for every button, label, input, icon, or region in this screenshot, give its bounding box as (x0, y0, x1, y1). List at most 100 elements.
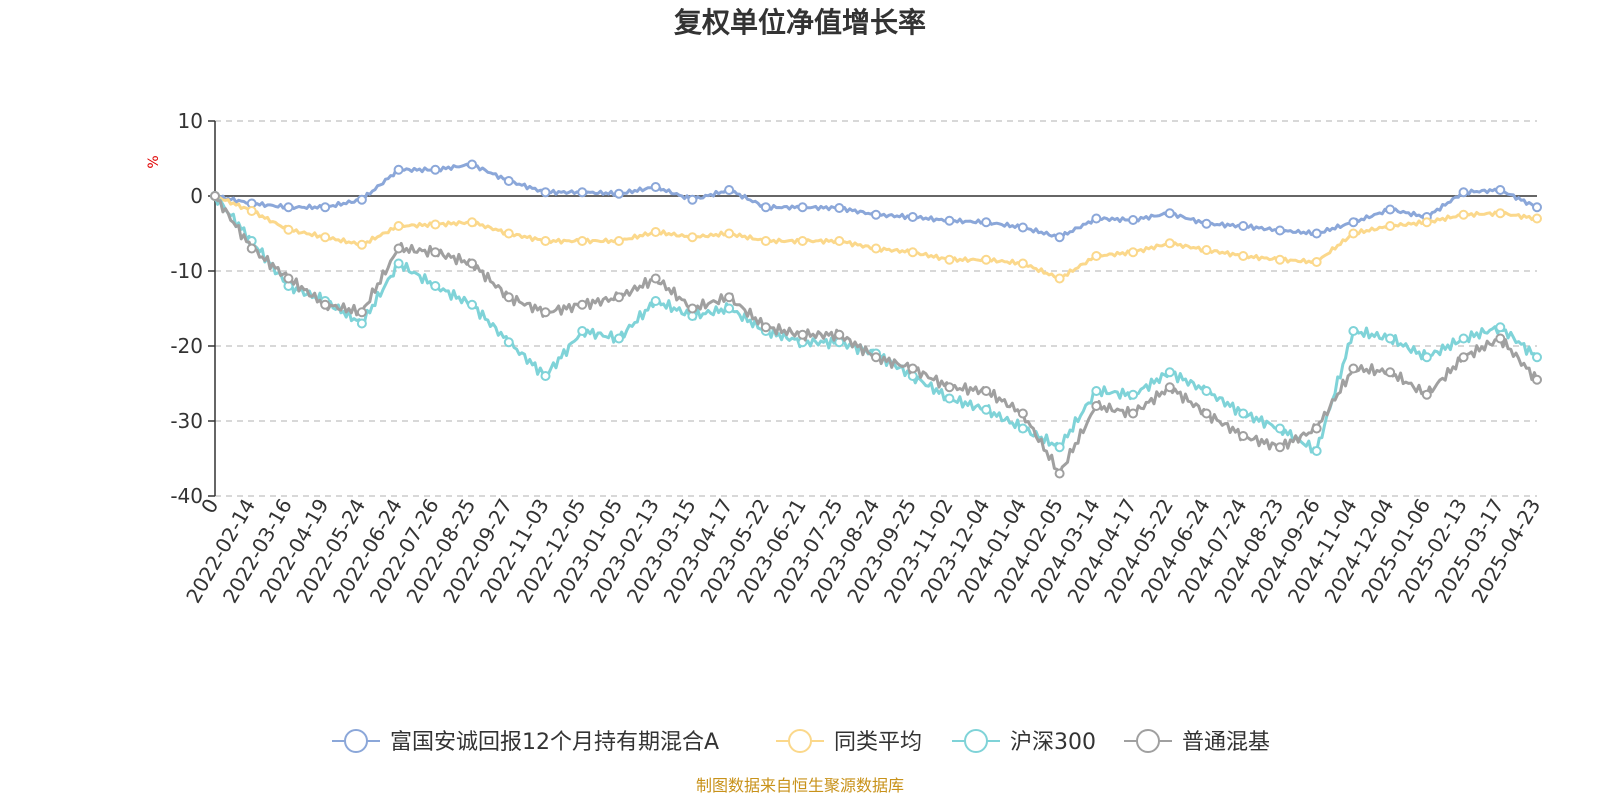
data-point (650, 227, 661, 237)
data-point (467, 299, 478, 310)
data-point (246, 206, 257, 216)
series-line (214, 194, 1538, 280)
data-point (1274, 423, 1285, 434)
data-point (613, 333, 624, 344)
data-point (871, 209, 881, 220)
data-point (760, 202, 771, 213)
data-point (687, 303, 698, 314)
data-point (393, 164, 404, 175)
legend-item[interactable]: 同类平均 (776, 729, 922, 755)
data-point (356, 239, 367, 250)
series-line (213, 195, 1539, 454)
data-point (210, 191, 220, 201)
legend-item[interactable]: 普通混基 (1124, 729, 1270, 755)
data-point (1091, 251, 1102, 261)
data-point (1495, 185, 1506, 195)
data-point (760, 322, 771, 333)
data-point (1238, 408, 1249, 419)
y-tick-label: -20 (170, 334, 203, 358)
y-axis: 10 0 -10 -20 -30 -40 (170, 109, 216, 508)
grid (215, 120, 1537, 497)
data-point (430, 281, 441, 291)
data-point (320, 299, 331, 310)
data-point (430, 219, 441, 230)
data-point (577, 236, 588, 246)
data-point (944, 382, 955, 393)
data-point (393, 221, 404, 231)
data-point (724, 185, 735, 195)
data-point (724, 292, 735, 303)
data-point (944, 393, 955, 404)
legend-label: 普通混基 (1182, 730, 1270, 755)
data-point (613, 236, 624, 246)
data-point (430, 247, 441, 258)
x-axis: 02022-02-142022-03-162022-04-192022-05-2… (181, 195, 1545, 607)
data-point (1164, 208, 1175, 219)
data-point (871, 243, 881, 254)
data-point (981, 404, 992, 415)
data-point (467, 217, 478, 228)
data-point (834, 203, 845, 213)
data-point (834, 236, 845, 246)
series-line (213, 195, 1539, 475)
data-point (1348, 326, 1359, 336)
data-point (1385, 367, 1396, 378)
data-point (320, 202, 331, 213)
data-point (1274, 254, 1285, 265)
data-point (1201, 218, 1212, 229)
data-point (1311, 228, 1322, 239)
data-point (724, 228, 735, 239)
data-point (503, 337, 514, 348)
data-point (1311, 257, 1322, 267)
data-point (1458, 352, 1469, 363)
legend-marker (1136, 729, 1160, 753)
data-point (503, 292, 514, 303)
legend-item[interactable]: 沪深300 (952, 729, 1096, 755)
data-point (503, 176, 514, 186)
data-point (1458, 187, 1469, 198)
data-point (283, 273, 294, 284)
data-point (1201, 408, 1212, 419)
data-point (907, 363, 918, 374)
data-point (1017, 408, 1028, 419)
data-point (503, 228, 514, 239)
data-source-note: 制图数据来自恒生聚源数据库 (696, 776, 904, 795)
data-point (540, 307, 551, 318)
legend-marker (964, 729, 988, 753)
data-point (246, 243, 257, 254)
data-point (944, 254, 955, 265)
chart-title: 复权单位净值增长率 (674, 6, 926, 39)
data-point (1385, 204, 1396, 215)
data-point (283, 224, 294, 235)
data-point (1091, 401, 1102, 411)
data-point (1054, 468, 1065, 479)
data-point (687, 194, 698, 205)
data-point (1164, 238, 1175, 249)
data-point (393, 243, 404, 254)
data-point (1054, 273, 1065, 284)
data-point (1532, 213, 1542, 224)
legend[interactable]: 富国安诚回报12个月持有期混合A 同类平均 沪深300 普通混基 (332, 729, 1270, 755)
data-point (1128, 247, 1139, 258)
legend-label: 富国安诚回报12个月持有期混合A (390, 730, 719, 755)
data-point (320, 232, 331, 243)
data-point (613, 188, 624, 199)
data-point (724, 303, 735, 314)
data-point (834, 329, 845, 340)
y-tick-label: -30 (170, 409, 203, 433)
y-tick-label: 10 (178, 109, 203, 133)
data-point (430, 164, 441, 175)
data-point (577, 187, 588, 198)
data-point (540, 371, 551, 381)
data-point (1532, 352, 1542, 363)
legend-label: 同类平均 (834, 730, 922, 755)
data-point (1348, 363, 1359, 374)
data-point (650, 182, 661, 192)
data-point (1421, 352, 1432, 363)
data-point (1385, 333, 1396, 344)
data-point (797, 202, 808, 213)
data-point (1017, 258, 1028, 269)
data-point (1458, 333, 1469, 344)
legend-item[interactable]: 富国安诚回报12个月持有期混合A (332, 729, 719, 755)
